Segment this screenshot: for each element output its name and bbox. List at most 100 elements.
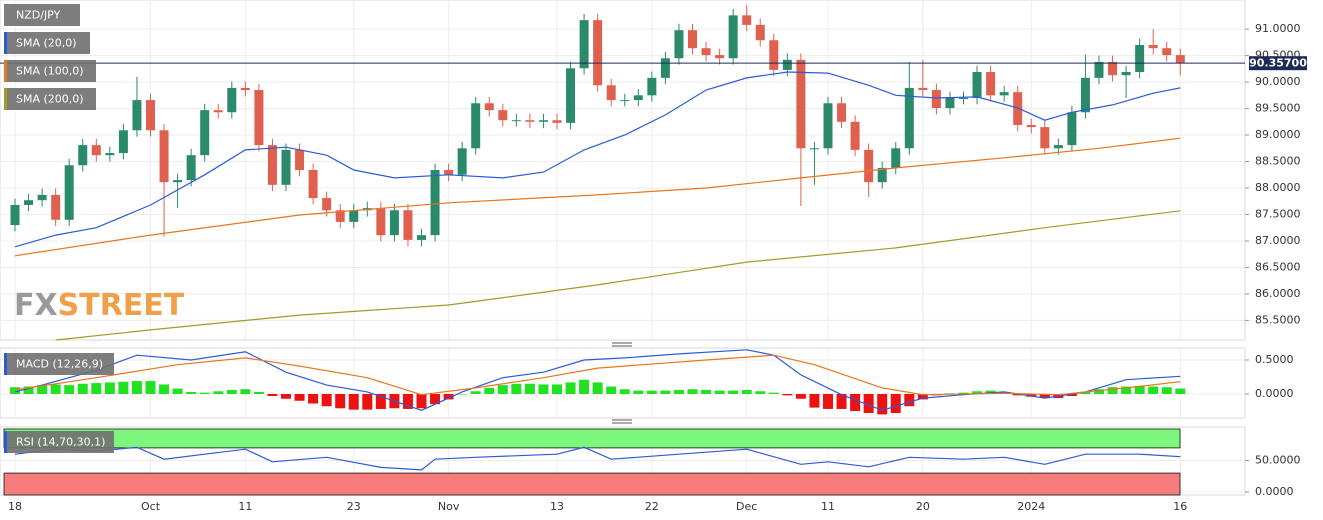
legend-box xyxy=(4,32,90,54)
candle-body xyxy=(525,120,535,122)
x-tick-label: 13 xyxy=(550,500,564,513)
histogram-bar xyxy=(633,390,644,394)
histogram-bar xyxy=(23,386,34,394)
histogram-bar xyxy=(592,382,603,394)
histogram-bar xyxy=(362,393,373,410)
candle-body xyxy=(809,148,819,150)
histogram-bar xyxy=(281,393,291,399)
histogram-bar xyxy=(1121,386,1132,394)
x-tick-label: 11 xyxy=(238,500,252,513)
histogram-bar xyxy=(836,393,847,409)
histogram-bar xyxy=(1134,385,1145,394)
candle-body xyxy=(1148,45,1158,49)
histogram-bar xyxy=(1039,393,1050,399)
histogram-bar xyxy=(1161,387,1172,394)
candle-body xyxy=(281,149,291,185)
histogram-bar xyxy=(64,385,75,394)
histogram-bar xyxy=(416,393,427,409)
histogram-bar xyxy=(1148,386,1159,394)
histogram-bar xyxy=(755,391,766,394)
candle-body xyxy=(566,68,576,123)
legend-label: SMA (20,0) xyxy=(16,37,77,50)
histogram-bar xyxy=(850,393,861,411)
histogram-bar xyxy=(199,392,210,394)
x-tick-label: 11 xyxy=(821,500,835,513)
histogram-bar xyxy=(972,391,983,394)
y-tick-label: 90.0000 xyxy=(1255,75,1301,88)
candle-body xyxy=(389,210,399,236)
series-line xyxy=(14,137,1181,257)
candle-body xyxy=(660,58,670,78)
candle-body xyxy=(349,210,359,222)
candle-body xyxy=(430,170,440,236)
histogram-bar xyxy=(443,393,454,400)
histogram-bar xyxy=(1175,388,1186,394)
y-tick-label: 85.5000 xyxy=(1255,313,1301,326)
histogram-bar xyxy=(795,393,806,399)
histogram-bar xyxy=(809,393,820,408)
histogram-bar xyxy=(402,393,413,409)
histogram-bar xyxy=(430,393,441,405)
legend-label: MACD (12,26,9) xyxy=(16,358,103,371)
candle-body xyxy=(471,103,481,149)
candle-body xyxy=(864,149,874,183)
y-tick-label: 86.5000 xyxy=(1255,260,1301,273)
candle-body xyxy=(105,153,115,156)
candle-body xyxy=(37,194,47,201)
candle-body xyxy=(755,24,765,41)
candle-body xyxy=(484,103,494,111)
candle-body xyxy=(213,110,223,113)
histogram-bar xyxy=(904,393,915,407)
histogram-bar xyxy=(552,384,562,394)
watermark: FXSTREET xyxy=(14,288,185,323)
candle-body xyxy=(295,149,305,170)
candle-body xyxy=(1094,61,1104,78)
y-tick-label: 89.5000 xyxy=(1255,102,1301,115)
candle-body xyxy=(91,145,101,156)
legend-label: RSI (14,70,30,1) xyxy=(16,436,105,449)
x-tick-label: Oct xyxy=(141,500,161,513)
histogram-bar xyxy=(145,381,156,394)
histogram-bar xyxy=(348,393,359,410)
legend-swatch xyxy=(4,32,7,54)
candle-body xyxy=(1040,127,1050,149)
histogram-bar xyxy=(186,391,197,394)
series-line xyxy=(14,71,1181,248)
candle-body xyxy=(945,97,955,109)
x-tick-label: 20 xyxy=(916,500,930,513)
histogram-bar xyxy=(497,385,508,394)
candle-body xyxy=(959,97,968,99)
candle-body xyxy=(1135,45,1145,73)
candle-body xyxy=(51,194,61,220)
candle-body xyxy=(376,208,386,236)
histogram-bar xyxy=(660,390,671,394)
legend-box xyxy=(4,353,114,375)
histogram-bar xyxy=(728,390,739,394)
legend-swatch xyxy=(4,88,7,110)
candle-body xyxy=(267,145,277,185)
candle-body xyxy=(823,103,833,149)
candle-body xyxy=(701,48,711,56)
candle-body xyxy=(552,120,562,123)
histogram-bar xyxy=(1026,393,1037,397)
histogram-bar xyxy=(524,383,535,394)
candle-body xyxy=(1175,55,1185,64)
y-tick-label: 87.0000 xyxy=(1255,234,1301,247)
legend-label: SMA (100,0) xyxy=(16,65,84,78)
watermark-fx: FX xyxy=(14,288,58,323)
x-tick-label: 18 xyxy=(8,500,22,513)
candle-body xyxy=(308,170,318,199)
candle-body xyxy=(240,87,250,91)
y-tick-label: 87.5000 xyxy=(1255,207,1301,220)
candle-body xyxy=(10,204,20,226)
histogram-bar xyxy=(131,381,142,394)
candle-body xyxy=(1162,48,1172,56)
x-tick-label: 23 xyxy=(347,500,361,513)
y-tick-label: 0.0000 xyxy=(1255,387,1294,400)
histogram-bar xyxy=(1012,393,1023,396)
candle-body xyxy=(64,165,74,220)
histogram-bar xyxy=(159,384,170,394)
histogram-bar xyxy=(118,381,129,394)
candle-body xyxy=(511,120,521,122)
